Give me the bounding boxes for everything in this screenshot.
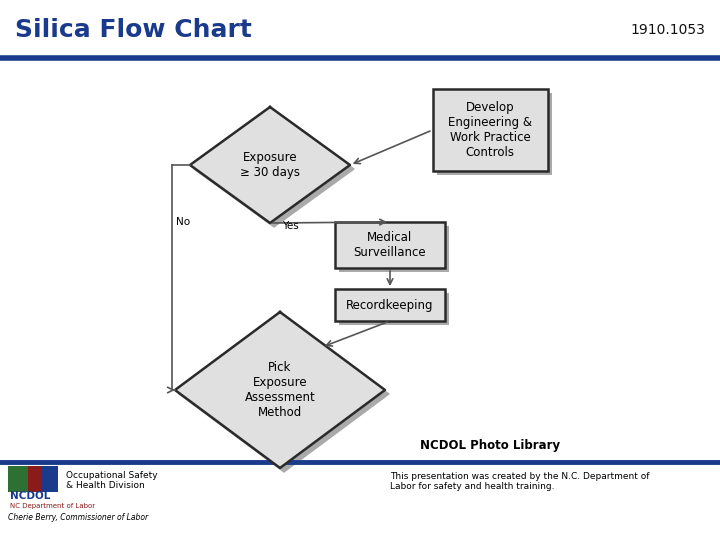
Polygon shape xyxy=(179,316,389,472)
Text: Cherie Berry, Commissioner of Labor: Cherie Berry, Commissioner of Labor xyxy=(8,514,148,523)
Text: Silica Flow Chart: Silica Flow Chart xyxy=(15,18,252,42)
Bar xyxy=(335,222,445,268)
Text: This presentation was created by the N.C. Department of
Labor for safety and hea: This presentation was created by the N.C… xyxy=(390,472,649,491)
Bar xyxy=(339,226,449,272)
Bar xyxy=(335,289,445,321)
Text: Pick
Exposure
Assessment
Method: Pick Exposure Assessment Method xyxy=(245,361,315,419)
Polygon shape xyxy=(175,312,385,468)
Text: NCDOL Photo Library: NCDOL Photo Library xyxy=(420,438,560,451)
Text: Occupational Safety
& Health Division: Occupational Safety & Health Division xyxy=(66,471,158,490)
Text: NCDOL: NCDOL xyxy=(10,491,50,501)
Bar xyxy=(433,89,547,171)
FancyBboxPatch shape xyxy=(8,466,30,492)
Text: Yes: Yes xyxy=(282,221,299,231)
Text: No: No xyxy=(176,217,190,227)
Text: Develop
Engineering &
Work Practice
Controls: Develop Engineering & Work Practice Cont… xyxy=(448,101,532,159)
Text: 1910.1053: 1910.1053 xyxy=(630,23,705,37)
Text: Exposure
≥ 30 days: Exposure ≥ 30 days xyxy=(240,151,300,179)
Text: Medical
Surveillance: Medical Surveillance xyxy=(354,231,426,259)
FancyBboxPatch shape xyxy=(28,466,44,492)
FancyBboxPatch shape xyxy=(42,466,58,492)
Text: Recordkeeping: Recordkeeping xyxy=(346,299,433,312)
Bar xyxy=(436,93,552,175)
Bar xyxy=(339,293,449,325)
Polygon shape xyxy=(190,107,350,223)
Polygon shape xyxy=(194,111,354,227)
Text: NC Department of Labor: NC Department of Labor xyxy=(10,503,95,509)
